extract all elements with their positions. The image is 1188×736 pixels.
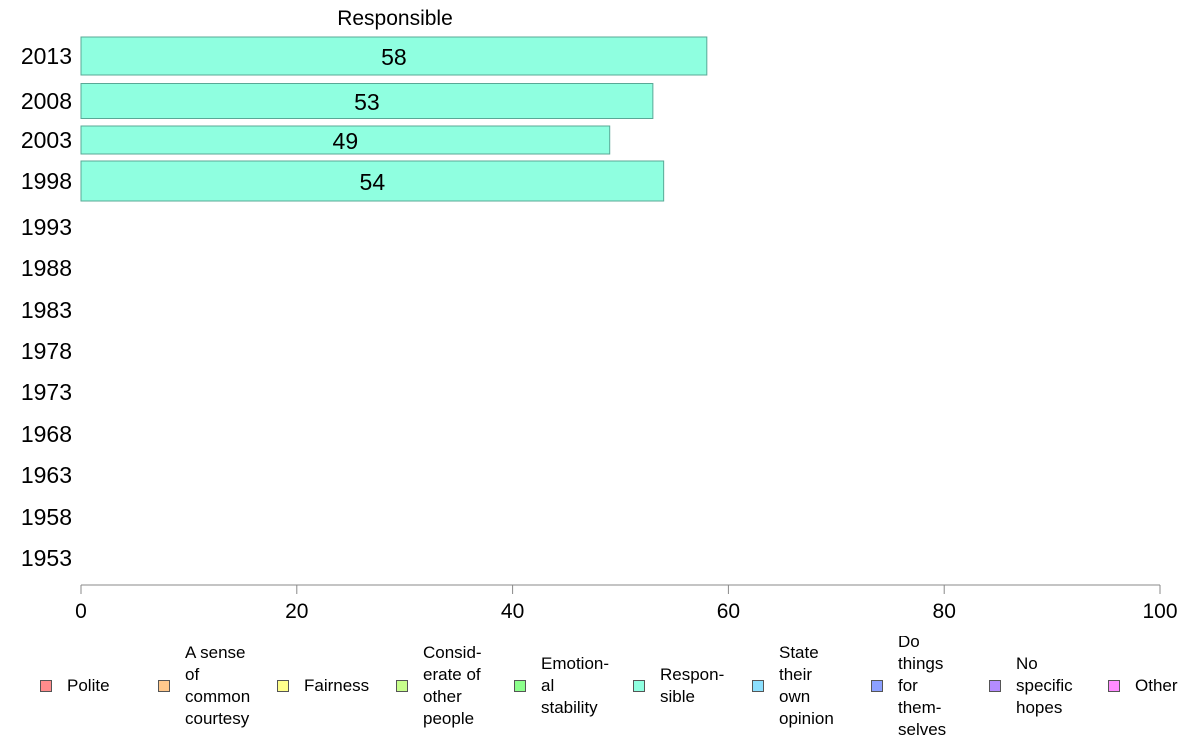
bar-value-label: 49	[333, 128, 359, 154]
legend-swatch	[277, 680, 289, 692]
bar	[80, 36, 708, 76]
legend-item: Respon- sible	[633, 636, 724, 736]
legend: Polite A sense of common courtesy Fairness…	[0, 636, 1188, 736]
legend-item: Fairness	[277, 636, 369, 736]
year-label: 1968	[21, 421, 72, 447]
legend-item: Polite	[40, 636, 110, 736]
year-label: 2013	[21, 43, 72, 69]
bar	[80, 160, 665, 202]
x-tick-label: 80	[933, 600, 956, 623]
legend-item: Emotion- al stability	[514, 636, 609, 736]
legend-label: State their own opinion	[779, 643, 834, 728]
legend-swatch	[396, 680, 408, 692]
legend-swatch	[871, 680, 883, 692]
legend-swatch	[1108, 680, 1120, 692]
legend-label: Polite	[67, 676, 110, 695]
year-label: 1953	[21, 545, 72, 571]
year-label: 1983	[21, 297, 72, 323]
legend-item: State their own opinion	[752, 636, 834, 736]
year-label: 1973	[21, 379, 72, 405]
year-label: 1963	[21, 462, 72, 488]
bar-value-label: 53	[354, 89, 380, 115]
legend-swatch	[633, 680, 645, 692]
legend-label: Emotion- al stability	[541, 654, 610, 717]
legend-label: Do things for them- selves	[898, 636, 947, 736]
bar	[80, 83, 654, 119]
year-label: 1988	[21, 255, 72, 281]
legend-item: Consid- erate of other people	[396, 636, 482, 736]
legend-swatch	[40, 680, 52, 692]
year-label: 1958	[21, 504, 72, 530]
legend-label: Fairness	[304, 676, 370, 695]
legend-label: Consid- erate of other people	[423, 643, 482, 728]
year-label: 1993	[21, 214, 72, 240]
year-label: 1998	[21, 168, 72, 194]
year-labels: 2013 2008 2003 1998 1993 1988 1983 1978 1973 1968…	[21, 43, 72, 571]
x-tick-label: 40	[501, 600, 524, 623]
x-tick-label: 100	[1142, 600, 1177, 623]
bar-value-label: 54	[360, 169, 386, 195]
year-label: 1978	[21, 338, 72, 364]
legend-swatch	[989, 680, 1001, 692]
legend-swatch	[752, 680, 764, 692]
legend-swatch	[158, 680, 170, 692]
x-tick-label: 0	[75, 600, 87, 623]
year-label: 2008	[21, 88, 72, 114]
legend-item: Do things for them- selves	[871, 636, 946, 736]
bar	[80, 125, 611, 155]
legend-item: No specific hopes	[989, 636, 1073, 736]
legend-label: No specific hopes	[1016, 654, 1073, 717]
x-tick-label: 60	[717, 600, 740, 623]
legend-label: A sense of common courtesy	[185, 643, 251, 728]
legend-item: Other	[1108, 636, 1178, 736]
year-label: 2003	[21, 127, 72, 153]
chart-title: Responsible	[337, 7, 453, 30]
x-tick-label: 20	[285, 600, 308, 623]
x-axis: 0 20 40 60 80 100	[75, 585, 1178, 623]
legend-item: A sense of common courtesy	[158, 636, 250, 736]
legend-swatch	[514, 680, 526, 692]
legend-label: Respon- sible	[660, 665, 725, 706]
bar-value-label: 58	[381, 44, 407, 70]
legend-label: Other	[1135, 676, 1178, 695]
